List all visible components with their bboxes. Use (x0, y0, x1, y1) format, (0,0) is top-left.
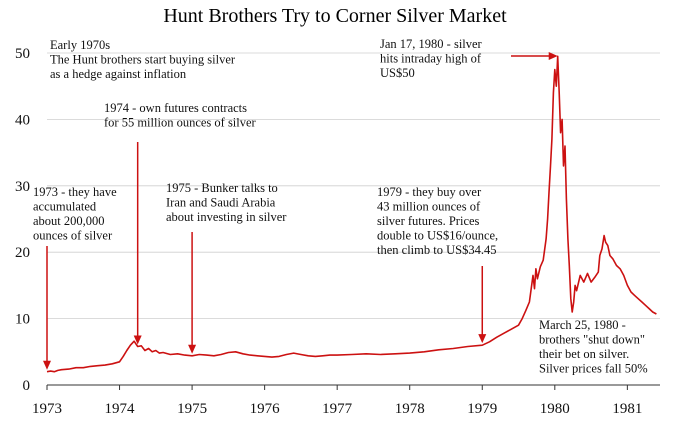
annotation-arrows (43, 52, 558, 370)
arrow-head (133, 335, 142, 345)
x-tick-label: 1977 (322, 401, 353, 417)
annotation-line: double to US$16/ounce, (377, 229, 498, 243)
annotation-line: as a hedge against inflation (50, 67, 187, 81)
x-tick-label: 1975 (177, 401, 207, 417)
y-tick-label: 0 (23, 378, 31, 394)
annotation-1: Early 1970s The Hunt brothers start buyin… (50, 38, 236, 81)
y-tick-label: 10 (15, 312, 30, 328)
x-tick-label: 1973 (32, 401, 62, 417)
annotation-line: 1974 - own futures contracts (104, 101, 247, 115)
annotation-2: 1973 - they have accumulated about 200,000… (33, 185, 117, 243)
y-axis-ticks: 0 10 20 30 40 50 (15, 46, 30, 394)
x-tick-label: 1980 (540, 401, 570, 417)
arrow-head (548, 52, 558, 60)
arrow-head (478, 334, 487, 344)
annotation-line: hits intraday high of (380, 52, 482, 66)
annotation-3: 1974 - own futures contracts for 55 milli… (104, 101, 257, 130)
annotation-line: The Hunt brothers start buying silver (50, 53, 236, 67)
annotation-5: 1979 - they buy over 43 million ounces of… (377, 185, 498, 257)
annotation-4: 1975 - Bunker talks to Iran and Saudi Ara… (166, 181, 287, 224)
annotation-line: Silver prices fall 50% (539, 362, 648, 376)
y-tick-label: 20 (15, 245, 30, 261)
annotation-line: 1973 - they have (33, 185, 117, 199)
x-tick-label: 1981 (612, 401, 642, 417)
annotation-line: then climb to US$34.45 (377, 243, 496, 257)
annotation-line: about investing in silver (166, 210, 287, 224)
annotation-line: about 200,000 (33, 214, 105, 228)
y-tick-label: 40 (15, 112, 30, 128)
annotation-line: Early 1970s (50, 38, 110, 52)
annotation-line: March 25, 1980 - (539, 318, 626, 332)
x-tick-label: 1976 (250, 401, 281, 417)
annotation-line: their bet on silver. (539, 347, 629, 361)
x-tick-label: 1974 (105, 401, 136, 417)
annotation-line: brothers "shut down" (539, 333, 645, 347)
arrow-head (188, 344, 197, 354)
annotation-line: accumulated (33, 200, 97, 214)
annotation-7: March 25, 1980 -brothers "shut down" thei… (539, 318, 648, 376)
y-tick-label: 50 (15, 46, 30, 62)
annotation-line: Iran and Saudi Arabia (166, 196, 276, 210)
chart-title: Hunt Brothers Try to Corner Silver Marke… (163, 5, 507, 27)
annotation-line: 1979 - they buy over (377, 185, 482, 199)
x-axis-ticks: 1973 1974 1975 1976 1977 1978 1979 1980 1981 (32, 384, 660, 417)
annotation-line: US$50 (380, 66, 415, 80)
x-tick-label: 1978 (395, 401, 425, 417)
annotation-line: silver futures. Prices (377, 214, 480, 228)
annotations: Early 1970s The Hunt brothers start buyin… (33, 37, 648, 376)
annotation-6: Jan 17, 1980 - silver hits intraday high … (380, 37, 483, 80)
arrow-head (43, 360, 51, 370)
x-tick-label: 1979 (467, 401, 497, 417)
annotation-line: for 55 million ounces of silver (104, 116, 257, 130)
annotation-line: 1975 - Bunker talks to (166, 181, 278, 195)
annotation-line: Jan 17, 1980 - silver (380, 37, 483, 51)
annotation-line: ounces of silver (33, 229, 113, 243)
grid-lines (47, 52, 660, 320)
silver-price-line (46, 55, 657, 373)
y-tick-label: 30 (15, 179, 30, 195)
annotation-line: 43 million ounces of (377, 200, 481, 214)
